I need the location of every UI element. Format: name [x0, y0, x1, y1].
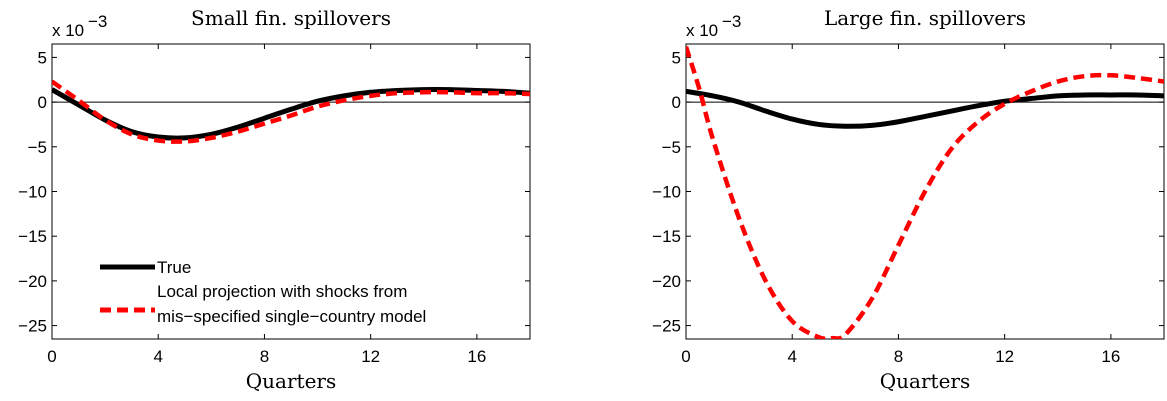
series-line-local-projection [686, 46, 1164, 339]
chart-title: Small fin. spillovers [191, 6, 391, 30]
y-tick-label: 0 [38, 93, 47, 112]
x-axis-label: Quarters [246, 369, 336, 393]
x-tick-label: 16 [1101, 347, 1120, 366]
x-tick-label: 16 [467, 347, 486, 366]
x-tick-label: 8 [894, 347, 903, 366]
y-tick-label: −10 [18, 183, 47, 202]
y-tick-label: −20 [18, 272, 47, 291]
x-axis-label: Quarters [880, 369, 970, 393]
legend-label-local-projection-line1: Local projection with shocks from [157, 282, 407, 301]
chart-panel-2: 50−5−10−15−20−250 4 8 12 16x 10 −3 Large fin. … [652, 6, 1165, 393]
y-tick-label: −20 [652, 272, 681, 291]
y-tick-label: 0 [672, 93, 681, 112]
y-tick-label: 5 [672, 48, 681, 67]
x-tick-label: 0 [47, 347, 56, 366]
x-tick-label: 12 [995, 347, 1014, 366]
legend: True Local projection with shocks from mis… [100, 258, 426, 326]
y-tick-label: −15 [652, 227, 681, 246]
y-scale-exponent: −3 [722, 12, 741, 31]
y-scale-note: x 10 [52, 21, 84, 40]
y-tick-label: −25 [652, 317, 681, 336]
y-tick-label: −15 [18, 227, 47, 246]
chart-title: Large fin. spillovers [824, 6, 1026, 30]
legend-label-true: True [157, 258, 191, 277]
series-line-true [52, 86, 530, 141]
y-tick-label: −5 [662, 138, 681, 157]
y-scale-note: x 10 [686, 21, 718, 40]
y-tick-label: −10 [652, 183, 681, 202]
x-tick-label: 4 [787, 347, 796, 366]
y-tick-label: −25 [18, 317, 47, 336]
y-scale-exponent: −3 [88, 12, 107, 31]
chart-panel-1: 50−5−10−15−20−250 4 8 12 16x 10 −3 Small fin. … [18, 6, 531, 393]
y-tick-label: −5 [28, 138, 47, 157]
series-line-local-projection [52, 79, 530, 144]
x-tick-label: 8 [260, 347, 269, 366]
legend-label-local-projection-line2: mis−specified single−country model [157, 307, 426, 326]
x-tick-label: 0 [681, 347, 690, 366]
x-tick-label: 12 [361, 347, 380, 366]
y-tick-label: 5 [38, 48, 47, 67]
series-line-true [686, 88, 1164, 129]
x-tick-label: 4 [153, 347, 162, 366]
